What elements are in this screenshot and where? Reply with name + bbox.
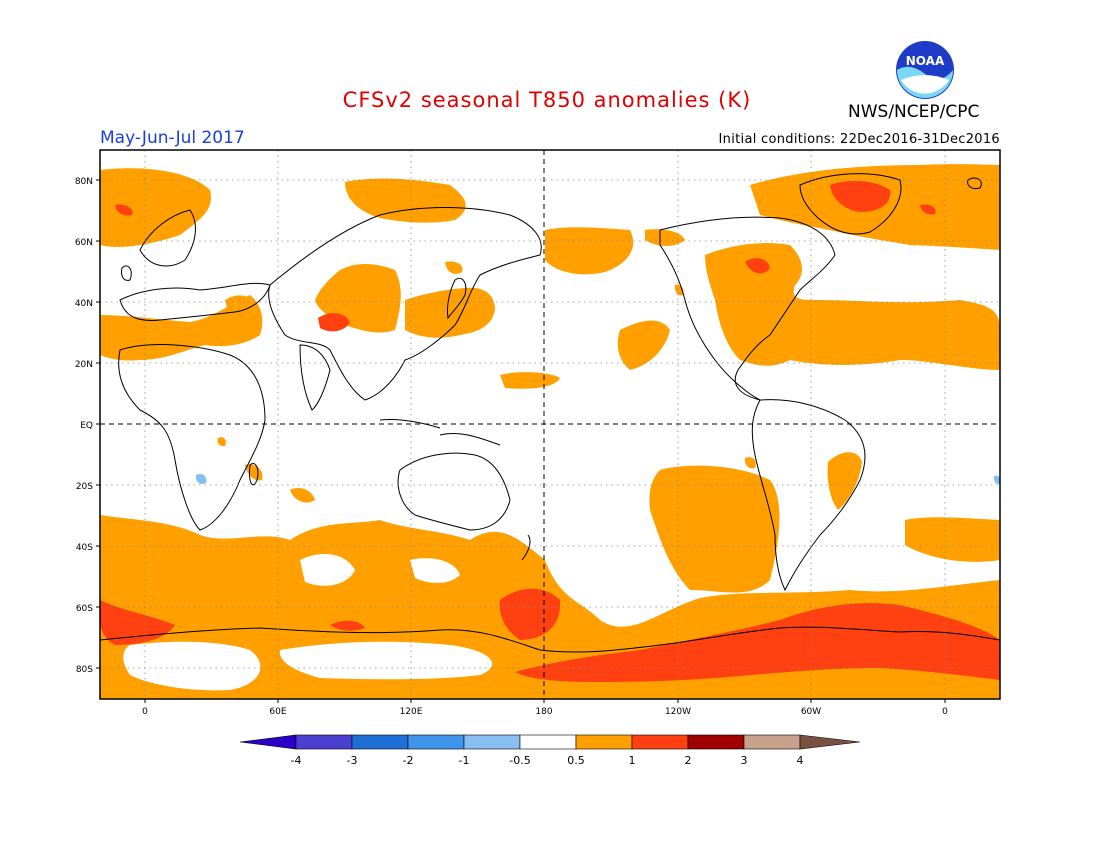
colorbar-label: 3 bbox=[741, 754, 748, 767]
anomaly-fill-neg bbox=[195, 473, 1000, 485]
lon-label: 120E bbox=[400, 707, 423, 717]
agency-label: NWS/NCEP/CPC bbox=[848, 102, 980, 122]
colorbar-swatch bbox=[743, 734, 801, 750]
colorbar-swatch bbox=[463, 734, 521, 750]
lat-label: 60S bbox=[76, 604, 93, 614]
noaa-logo: NOAA bbox=[896, 41, 954, 99]
lat-label: EQ bbox=[80, 421, 93, 431]
colorbar-label: -1 bbox=[459, 754, 470, 767]
colorbar bbox=[239, 734, 861, 750]
colorbar-label: -3 bbox=[347, 754, 358, 767]
map-frame bbox=[99, 149, 1001, 700]
colorbar-swatch bbox=[407, 734, 465, 750]
lat-label: 40S bbox=[76, 543, 93, 553]
colorbar-label: -4 bbox=[291, 754, 302, 767]
lat-label: 80S bbox=[76, 665, 93, 675]
lat-label: 20N bbox=[75, 360, 93, 370]
colorbar-label: 1 bbox=[629, 754, 636, 767]
colorbar-label: 0.5 bbox=[567, 754, 585, 767]
lat-label: 20S bbox=[76, 482, 93, 492]
lat-label: 40N bbox=[75, 299, 93, 309]
colorbar-swatch bbox=[295, 734, 353, 750]
anomaly-fill-below-05 bbox=[123, 554, 493, 691]
lon-label: 120W bbox=[665, 707, 691, 717]
lon-label: 60E bbox=[269, 707, 286, 717]
colorbar-swatch bbox=[799, 734, 861, 750]
colorbar-swatch bbox=[351, 734, 409, 750]
coastlines bbox=[100, 173, 1000, 653]
lon-label: 180 bbox=[535, 707, 552, 717]
map-gridlines bbox=[100, 150, 1000, 699]
colorbar-swatch bbox=[687, 734, 745, 750]
lat-label: 60N bbox=[75, 238, 93, 248]
colorbar-swatch bbox=[239, 734, 297, 750]
map-title: CFSv2 seasonal T850 anomalies (K) bbox=[342, 88, 752, 112]
lon-label: 0 bbox=[142, 707, 148, 717]
colorbar-swatch bbox=[575, 734, 633, 750]
colorbar-swatch bbox=[631, 734, 689, 750]
lon-label: 0 bbox=[942, 707, 948, 717]
svg-text:NOAA: NOAA bbox=[906, 54, 945, 68]
anomaly-fill-1-2 bbox=[100, 180, 1000, 682]
lat-label: 80N bbox=[75, 177, 93, 187]
colorbar-swatch bbox=[519, 734, 577, 750]
season-label: May-Jun-Jul 2017 bbox=[100, 128, 245, 148]
initial-conditions-label: Initial conditions: 22Dec2016-31Dec2016 bbox=[718, 132, 1000, 147]
lon-label: 60W bbox=[801, 707, 821, 717]
colorbar-label: -0.5 bbox=[509, 754, 530, 767]
colorbar-label: 2 bbox=[685, 754, 692, 767]
colorbar-label: 4 bbox=[797, 754, 804, 767]
anomaly-fill-05-1 bbox=[100, 164, 1000, 699]
colorbar-label: -2 bbox=[403, 754, 414, 767]
equator-dateline bbox=[100, 150, 1000, 699]
